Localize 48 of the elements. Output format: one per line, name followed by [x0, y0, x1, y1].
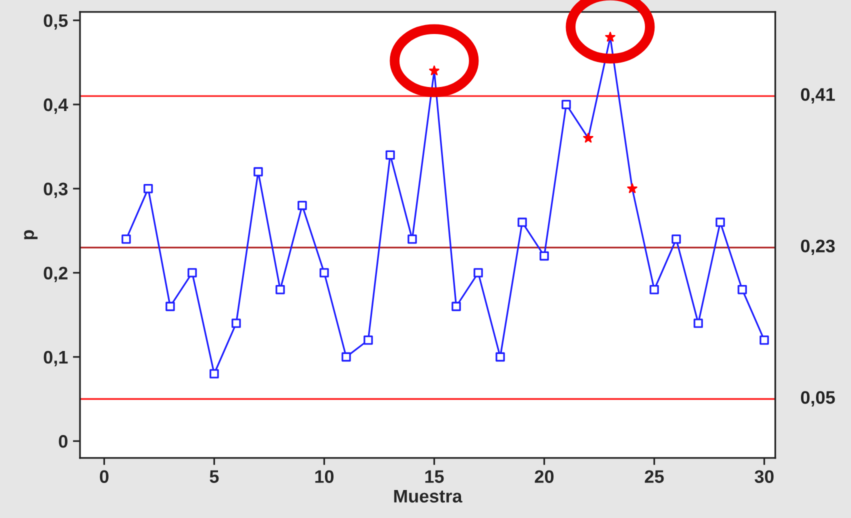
point [562, 100, 571, 110]
y-tick-label: 0,4 [44, 98, 68, 114]
point [429, 65, 440, 76]
y-axis-title: p [24, 230, 38, 240]
ref-line-label: 0,05 [800, 391, 835, 406]
point [452, 302, 461, 312]
point [694, 318, 703, 328]
y-tick-label: 0,1 [44, 350, 68, 366]
point [605, 32, 616, 42]
point [518, 218, 527, 227]
point [650, 284, 659, 294]
point [496, 352, 505, 362]
point [386, 150, 395, 160]
ref-line-label: 0,41 [800, 88, 835, 104]
y-tick-label: 0,5 [44, 14, 68, 30]
point [320, 268, 329, 278]
point [254, 167, 263, 176]
point [166, 302, 175, 312]
point [232, 318, 241, 328]
y-tick-label: 0 [58, 435, 68, 448]
x-tick-label: 10 [315, 470, 334, 483]
point [540, 251, 549, 261]
point [408, 234, 417, 244]
point [342, 352, 351, 362]
point [738, 284, 747, 294]
point [760, 335, 769, 345]
point [188, 268, 197, 278]
point [672, 234, 681, 244]
x-tick-label: 25 [644, 470, 664, 483]
y-tick-label: 0,3 [44, 182, 68, 198]
point [627, 183, 638, 194]
y-tick-label: 0,2 [44, 266, 68, 282]
point [298, 200, 307, 210]
x-axis-title: Muestra [394, 490, 462, 503]
point [474, 268, 483, 278]
x-tick-label: 30 [754, 470, 774, 484]
point [583, 132, 594, 143]
ref-line-label: 0,23 [800, 240, 835, 255]
point [364, 335, 373, 345]
x-tick-label: 15 [425, 470, 444, 483]
x-tick-label: 5 [210, 470, 219, 483]
point [716, 218, 725, 227]
point [276, 284, 285, 294]
point [122, 234, 131, 244]
point [144, 184, 153, 194]
point [210, 369, 219, 378]
x-tick-label: 20 [534, 470, 554, 483]
x-tick-label: 0 [100, 470, 108, 483]
